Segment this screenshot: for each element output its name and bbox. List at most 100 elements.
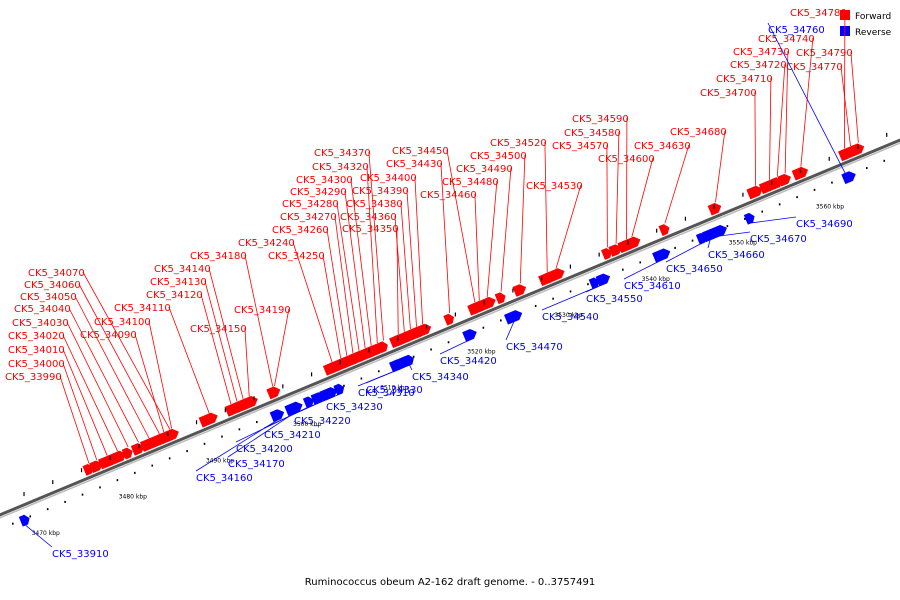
feature-marker <box>138 444 140 449</box>
feature-marker <box>569 264 571 269</box>
forward-gene-leader <box>326 228 348 356</box>
scale-label: 3520 kbp <box>467 348 495 355</box>
scale-tick <box>116 479 119 482</box>
scale-tick <box>482 326 485 329</box>
forward-gene-leader <box>394 215 405 332</box>
forward-gene-label: CK5_34120 <box>146 290 203 301</box>
forward-gene-leader <box>208 267 244 400</box>
feature-marker <box>886 132 888 137</box>
forward-gene-leader <box>334 215 354 354</box>
forward-gene-label: CK5_34390 <box>352 186 409 197</box>
feature-marker <box>397 336 399 341</box>
feature-marker <box>167 432 169 437</box>
forward-gene <box>130 443 145 456</box>
scale-tick <box>866 167 868 170</box>
reverse-gene <box>403 354 414 367</box>
feature-marker <box>828 156 830 161</box>
forward-gene-label: CK5_34500 <box>470 151 527 162</box>
feature-marker <box>80 468 83 473</box>
reverse-gene-leader <box>767 22 850 182</box>
forward-gene-leader <box>440 162 451 313</box>
forward-gene-label: CK5_34720 <box>730 60 787 71</box>
forward-gene-label: CK5_34030 <box>12 318 69 329</box>
forward-gene-leader <box>474 193 480 301</box>
forward-gene-label: CK5_34190 <box>234 305 291 316</box>
reverse-gene-label: CK5_34470 <box>506 342 563 353</box>
reverse-gene <box>503 310 523 325</box>
feature-marker <box>339 360 341 365</box>
scale-tick <box>81 493 84 496</box>
reverse-gene <box>269 409 285 423</box>
forward-gene-label: CK5_34740 <box>758 34 815 45</box>
forward-gene-label: CK5_34380 <box>346 199 403 210</box>
scale-tick <box>12 522 14 525</box>
backbone-line <box>0 138 900 517</box>
forward-gene-label: CK5_34780 <box>790 8 847 19</box>
feature-marker <box>771 180 773 185</box>
reverse-gene-label: CK5_34310 <box>358 388 415 399</box>
forward-gene-leader <box>500 167 512 292</box>
forward-gene-label: CK5_34480 <box>442 177 499 188</box>
forward-gene-leader <box>850 51 859 143</box>
scale-tick <box>587 283 589 286</box>
forward-gene-label: CK5_34360 <box>340 212 397 223</box>
forward-gene-label: CK5_34150 <box>190 324 247 335</box>
feature-marker <box>742 192 744 197</box>
reverse-gene-leader <box>505 321 515 341</box>
feature-marker <box>195 420 198 425</box>
forward-gene-leader <box>754 91 756 186</box>
reverse-gene-label: CK5_34660 <box>708 250 765 261</box>
forward-gene-label: CK5_34530 <box>526 181 583 192</box>
forward-gene-label: CK5_34680 <box>670 127 727 138</box>
forward-gene-label: CK5_34000 <box>8 359 65 370</box>
reverse-gene-leader <box>409 364 413 371</box>
reverse-gene <box>18 514 30 527</box>
forward-gene <box>476 296 496 312</box>
forward-gene-label: CK5_34020 <box>8 331 65 342</box>
forward-gene <box>198 412 218 428</box>
forward-gene-leader <box>414 176 424 325</box>
scale-tick <box>221 435 223 438</box>
forward-gene <box>608 244 622 257</box>
forward-gene-label: CK5_34280 <box>282 199 339 210</box>
scale-tick <box>168 457 171 460</box>
forward-gene <box>162 428 179 443</box>
forward-gene-leader <box>200 293 232 405</box>
scale-tick <box>761 210 764 213</box>
scale-tick <box>99 486 101 489</box>
map-caption: Ruminococcus obeum A2-162 draft genome. … <box>304 577 596 588</box>
forward-gene <box>443 313 455 326</box>
genome-track: 3470 kbp 3480 kbp 3490 kbp 3500 kbp 3510 kbp… <box>0 8 900 560</box>
forward-gene-label: CK5_34240 <box>238 238 295 249</box>
forward-gene-leader <box>664 144 690 224</box>
forward-gene-leader <box>344 190 366 349</box>
reverse-gene-leader <box>293 397 330 415</box>
scale-tick <box>813 188 816 191</box>
forward-gene <box>658 224 670 237</box>
reverse-gene-label: CK5_34230 <box>326 402 383 413</box>
scale-tick <box>378 370 380 373</box>
feature-marker <box>426 324 428 329</box>
reverse-gene-label: CK5_34160 <box>196 473 253 484</box>
reverse-gene-label: CK5_34200 <box>236 444 293 455</box>
forward-gene-label: CK5_34520 <box>490 138 547 149</box>
reverse-gene <box>595 273 611 287</box>
forward-gene <box>707 202 722 216</box>
scale-tick <box>639 261 642 264</box>
forward-gene-label: CK5_34700 <box>700 88 757 99</box>
forward-gene-label: CK5_34580 <box>564 128 621 139</box>
reverse-gene-label: CK5_34670 <box>750 234 807 245</box>
feature-marker <box>454 312 456 317</box>
forward-gene-leader <box>350 178 372 346</box>
reverse-gene-leader <box>665 242 703 263</box>
forward-gene-label: CK5_34260 <box>272 225 329 236</box>
scale-tick <box>726 225 729 228</box>
forward-gene <box>512 284 527 297</box>
forward-gene <box>777 173 792 187</box>
reverse-gene-label: CK5_34760 <box>768 25 825 36</box>
forward-gene-leader <box>62 348 108 456</box>
forward-gene-label: CK5_34300 <box>296 175 353 186</box>
forward-gene-leader <box>446 149 476 303</box>
scale-tick <box>29 515 32 518</box>
